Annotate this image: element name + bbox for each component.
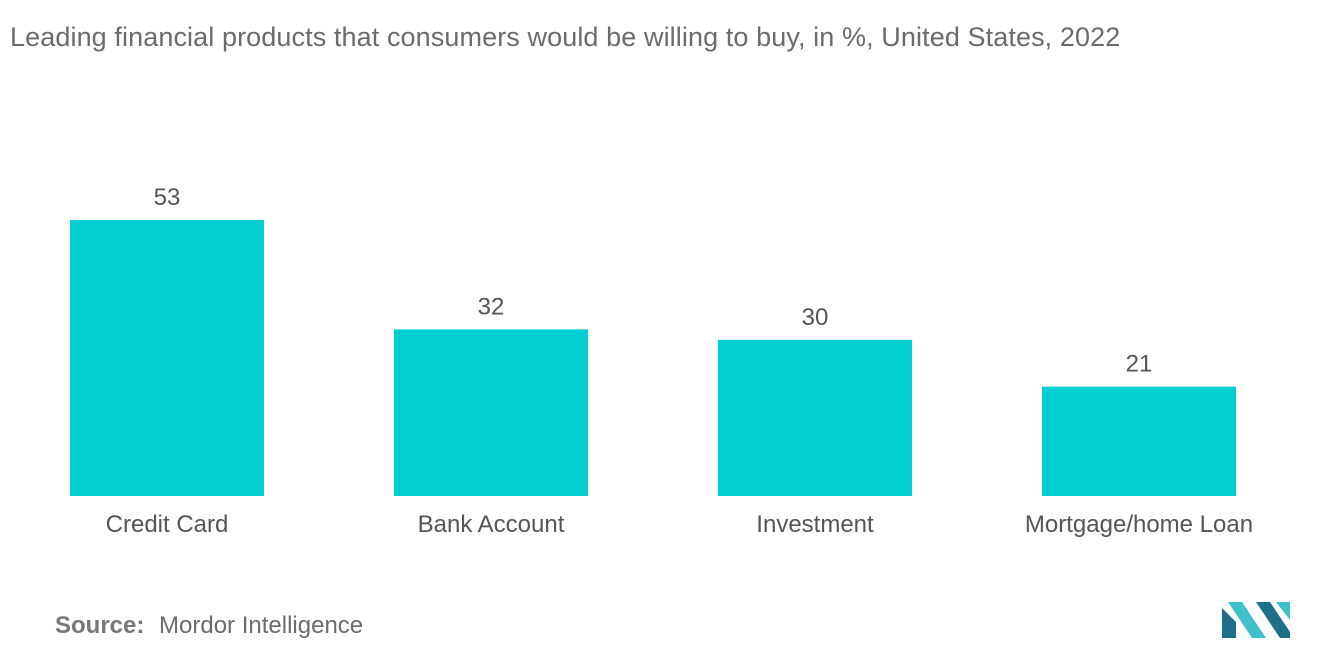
category-label-3: Mortgage/home Loan	[1025, 511, 1253, 538]
category-label-0: Credit Card	[106, 511, 229, 538]
bar-2	[718, 339, 912, 496]
bars-group: 53 Credit Card 32 Bank Account 30 Investment 2…	[70, 184, 1253, 538]
bar-chart: 53 Credit Card 32 Bank Account 30 Investment 2…	[70, 184, 1253, 538]
bar-1	[394, 329, 588, 496]
source-label: Source:	[55, 612, 145, 639]
category-label-2: Investment	[756, 511, 874, 538]
logo-mid-stroke	[1228, 602, 1266, 638]
mordor-intelligence-logo-icon	[1222, 602, 1290, 638]
logo-right-stroke	[1256, 602, 1290, 638]
bar-value-label-2: 30	[802, 304, 829, 331]
bar-value-label-0: 53	[154, 184, 181, 211]
bar-value-label-1: 32	[478, 293, 505, 320]
logo-right-post	[1276, 602, 1290, 620]
chart-title: Leading financial products that consumer…	[10, 22, 1121, 52]
bar-0	[70, 220, 264, 496]
logo-left-stroke	[1222, 608, 1236, 638]
source-line: Source: Mordor Intelligence	[55, 612, 363, 640]
category-label-1: Bank Account	[418, 511, 565, 538]
bar-value-label-3: 21	[1126, 351, 1153, 378]
bar-3	[1042, 386, 1236, 496]
source-value: Mordor Intelligence	[159, 612, 364, 639]
